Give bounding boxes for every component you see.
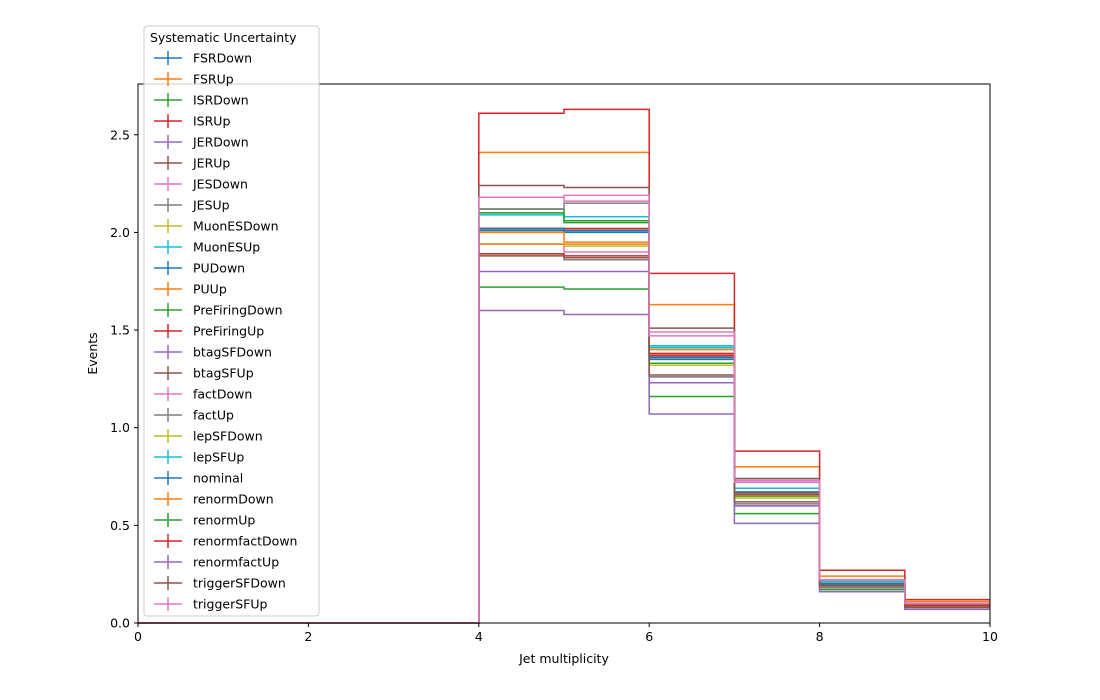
legend-item-renormfactDown: renormfactDown (154, 534, 297, 549)
legend-label: MuonESDown (193, 219, 279, 234)
legend-item-PUUp: PUUp (154, 282, 227, 297)
x-tick-label: 4 (475, 629, 483, 644)
legend-item-factUp: factUp (154, 408, 234, 423)
legend-item-PUDown: PUDown (154, 261, 245, 276)
legend-label: PUUp (193, 282, 227, 297)
legend-item-JERUp: JERUp (154, 156, 230, 171)
legend-item-FSRDown: FSRDown (154, 51, 252, 66)
x-tick-label: 0 (134, 629, 142, 644)
y-tick-label: 2.5 (110, 127, 130, 142)
legend-item-ISRDown: ISRDown (154, 93, 249, 108)
legend-item-JERDown: JERDown (154, 135, 249, 150)
legend-item-nominal: nominal (154, 471, 243, 486)
x-tick-label: 6 (645, 629, 653, 644)
axes-frame (137, 83, 991, 624)
legend-item-renormDown: renormDown (154, 492, 274, 507)
legend-label: ISRDown (193, 93, 249, 108)
y-tick-label: 2.0 (110, 225, 130, 240)
legend-label: JERDown (192, 135, 249, 150)
legend-label: lepSFUp (193, 450, 244, 465)
legend-item-lepSFUp: lepSFUp (154, 450, 244, 465)
legend-label: PUDown (193, 261, 245, 276)
legend-label: MuonESUp (193, 240, 260, 255)
legend-item-triggerSFUp: triggerSFUp (154, 597, 267, 612)
y-tick-label: 1.0 (110, 420, 130, 435)
y-tick-label: 1.5 (110, 323, 130, 338)
legend-label: renormfactUp (193, 555, 279, 570)
legend-item-FSRUp: FSRUp (154, 72, 234, 87)
x-axis-label: Jet multiplicity (518, 651, 609, 666)
legend-item-ISRUp: ISRUp (154, 114, 230, 129)
legend-item-renormUp: renormUp (154, 513, 255, 528)
legend-item-btagSFUp: btagSFUp (154, 366, 254, 381)
legend-label: JERUp (192, 156, 230, 171)
legend-item-triggerSFDown: triggerSFDown (154, 576, 286, 591)
legend-label: btagSFDown (193, 345, 272, 360)
legend-item-factDown: factDown (154, 387, 252, 402)
legend-item-lepSFDown: lepSFDown (154, 429, 263, 444)
legend-label: JESDown (192, 177, 248, 192)
legend-label: lepSFDown (193, 429, 263, 444)
legend-item-MuonESDown: MuonESDown (154, 219, 279, 234)
legend-item-JESDown: JESDown (154, 177, 248, 192)
legend-label: FSRUp (193, 72, 234, 87)
legend-label: PreFiringDown (193, 303, 283, 318)
x-tick-label: 10 (982, 629, 998, 644)
legend-label: btagSFUp (193, 366, 254, 381)
y-tick-label: 0.0 (110, 616, 130, 631)
legend: Systematic Uncertainty FSRDown FSRUp ISRDo… (143, 25, 320, 617)
y-tick-label: 0.5 (110, 518, 130, 533)
legend-item-JESUp: JESUp (154, 198, 230, 213)
legend-item-btagSFDown: btagSFDown (154, 345, 272, 360)
legend-item-MuonESUp: MuonESUp (154, 240, 260, 255)
legend-label: ISRUp (193, 114, 230, 129)
legend-label: factUp (193, 408, 234, 423)
x-tick-label: 8 (816, 629, 824, 644)
legend-label: renormfactDown (193, 534, 297, 549)
y-axis: 0.0 0.5 1.0 1.5 2.0 2.5 (110, 127, 138, 631)
legend-label: FSRDown (193, 51, 252, 66)
legend-item-PreFiringUp: PreFiringUp (154, 324, 264, 339)
y-axis-label: Events (85, 332, 100, 374)
legend-item-renormfactUp: renormfactUp (154, 555, 279, 570)
legend-label: triggerSFDown (193, 576, 286, 591)
legend-label: nominal (193, 471, 243, 486)
legend-label: factDown (193, 387, 252, 402)
legend-label: PreFiringUp (193, 324, 264, 339)
legend-label: JESUp (192, 198, 230, 213)
legend-title: Systematic Uncertainty (150, 30, 297, 45)
legend-box (143, 25, 320, 617)
legend-label: renormDown (193, 492, 274, 507)
legend-label: renormUp (193, 513, 255, 528)
legend-items: FSRDown FSRUp ISRDown ISRUp JERDown JERUp JESD… (154, 51, 297, 612)
legend-label: triggerSFUp (193, 597, 267, 612)
x-axis: 0 2 4 6 8 10 (134, 623, 998, 644)
x-tick-label: 2 (304, 629, 312, 644)
legend-item-PreFiringDown: PreFiringDown (154, 303, 283, 318)
